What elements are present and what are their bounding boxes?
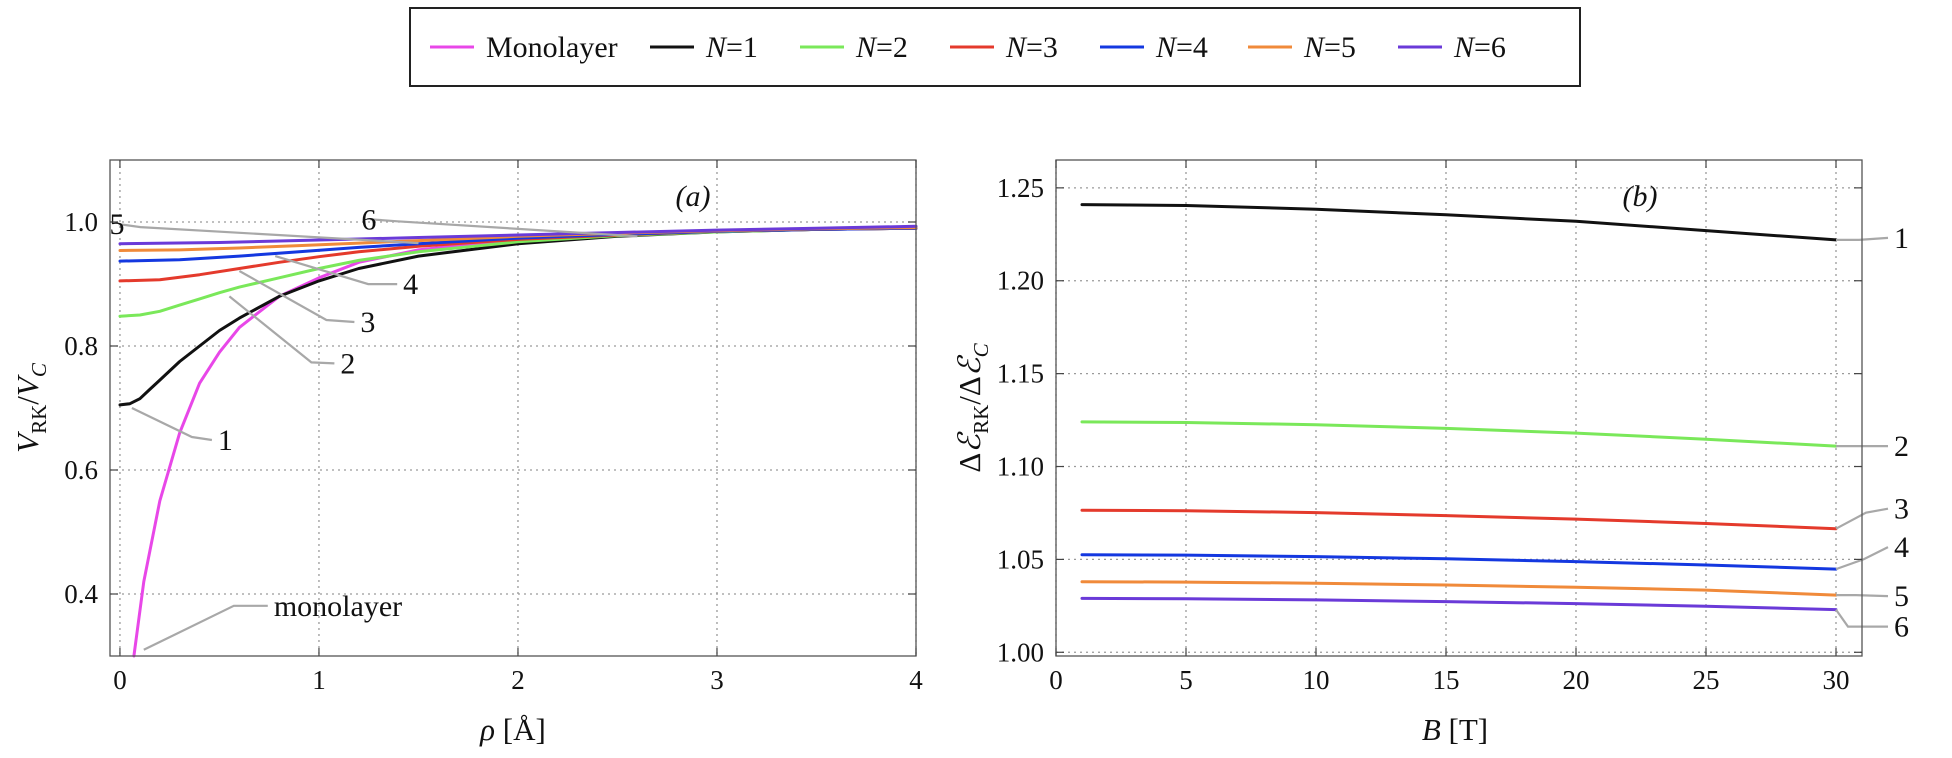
annotation-leader-6 xyxy=(370,218,638,238)
annotation-leader-3 xyxy=(1835,507,1889,530)
annotation-label-6: 6 xyxy=(361,203,376,236)
tick-label-y-3: 1.15 xyxy=(997,359,1044,389)
tick-label-x-1: 5 xyxy=(1179,665,1193,695)
series-line-6 xyxy=(118,224,918,246)
annotation-label-1: 1 xyxy=(1894,222,1909,255)
annotation-leader-1 xyxy=(1836,236,1889,241)
annotation-label-2: 2 xyxy=(1894,430,1909,463)
annotation-leader-6 xyxy=(1835,608,1888,628)
legend: Monolayer N=1 N=2 N=3 N=4 N=5 N=6 xyxy=(409,7,1581,87)
annotation-leader-mono xyxy=(143,604,268,651)
annotation-leader-4 xyxy=(274,255,398,286)
tick-label-y-1: 1.05 xyxy=(997,544,1044,574)
annotation-label-6: 6 xyxy=(1894,611,1909,644)
series-line-mono xyxy=(132,226,918,658)
annotation-leader-2 xyxy=(228,295,335,365)
annotation-label-5: 5 xyxy=(109,208,124,241)
panel-a-xlabel: ρ [Å] xyxy=(479,712,546,747)
tick-label-x-4: 20 xyxy=(1563,665,1590,695)
tick-label-x-3: 15 xyxy=(1433,665,1460,695)
tick-label-x-0: 0 xyxy=(113,665,127,695)
annotation-label-4: 4 xyxy=(1894,531,1909,564)
tick-label-y-4: 1.20 xyxy=(997,266,1044,296)
tick-label-x-6: 30 xyxy=(1823,665,1850,695)
legend-label-2: N=2 xyxy=(855,31,908,64)
legend-label-mono: Monolayer xyxy=(486,31,618,64)
annotation-leader-5 xyxy=(1836,594,1889,598)
annotation-leader-1 xyxy=(131,407,213,442)
annotation-label-4: 4 xyxy=(403,268,418,301)
tick-label-x-2: 10 xyxy=(1303,665,1330,695)
tick-label-x-0: 0 xyxy=(1049,665,1063,695)
panel-a-frame xyxy=(109,159,917,657)
tick-label-y-2: 0.8 xyxy=(64,331,98,361)
tick-label-y-3: 1.0 xyxy=(64,207,98,237)
series-line-1 xyxy=(1080,203,1838,242)
annotation-leader-3 xyxy=(238,270,355,324)
panel-b-label: (b) xyxy=(1623,180,1658,213)
legend-label-6: N=6 xyxy=(1453,31,1506,64)
legend-label-3: N=3 xyxy=(1005,31,1058,64)
tick-label-y-0: 0.4 xyxy=(64,579,98,609)
tick-label-x-1: 1 xyxy=(312,665,326,695)
tick-label-y-2: 1.10 xyxy=(997,452,1044,482)
annotation-leader-5 xyxy=(118,223,419,245)
annotation-label-mono: monolayer xyxy=(274,590,402,623)
legend-label-5: N=5 xyxy=(1303,31,1356,64)
legend-label-1: N=1 xyxy=(705,31,758,64)
annotation-label-3: 3 xyxy=(360,306,375,339)
tick-label-x-5: 25 xyxy=(1693,665,1720,695)
annotation-label-5: 5 xyxy=(1894,580,1909,613)
tick-label-y-1: 0.6 xyxy=(64,455,98,485)
tick-label-y-0: 1.00 xyxy=(997,637,1044,667)
series-line-5 xyxy=(1080,580,1838,597)
annotation-label-1: 1 xyxy=(218,424,233,457)
legend-label-4: N=4 xyxy=(1155,31,1208,64)
annotation-leader-4 xyxy=(1835,546,1889,571)
panel-b-xlabel: B [T] xyxy=(1422,712,1488,747)
panel-b-frame xyxy=(1055,159,1863,657)
panel-b-ylabel: ΔℰRK/ΔℰC xyxy=(952,342,993,472)
tick-label-x-4: 4 xyxy=(909,665,923,695)
annotation-label-3: 3 xyxy=(1894,493,1909,526)
tick-label-x-2: 2 xyxy=(511,665,525,695)
tick-label-x-3: 3 xyxy=(710,665,724,695)
panel-a-label: (a) xyxy=(676,180,711,213)
legend-frame xyxy=(409,7,1581,87)
series-line-3 xyxy=(1080,508,1838,531)
tick-label-y-5: 1.25 xyxy=(997,173,1044,203)
annotation-label-2: 2 xyxy=(340,347,355,380)
series-line-4 xyxy=(1080,553,1838,571)
series-line-6 xyxy=(1080,596,1838,612)
panel-a-ylabel: VRK/VC xyxy=(10,362,51,453)
series-line-2 xyxy=(1080,420,1838,448)
